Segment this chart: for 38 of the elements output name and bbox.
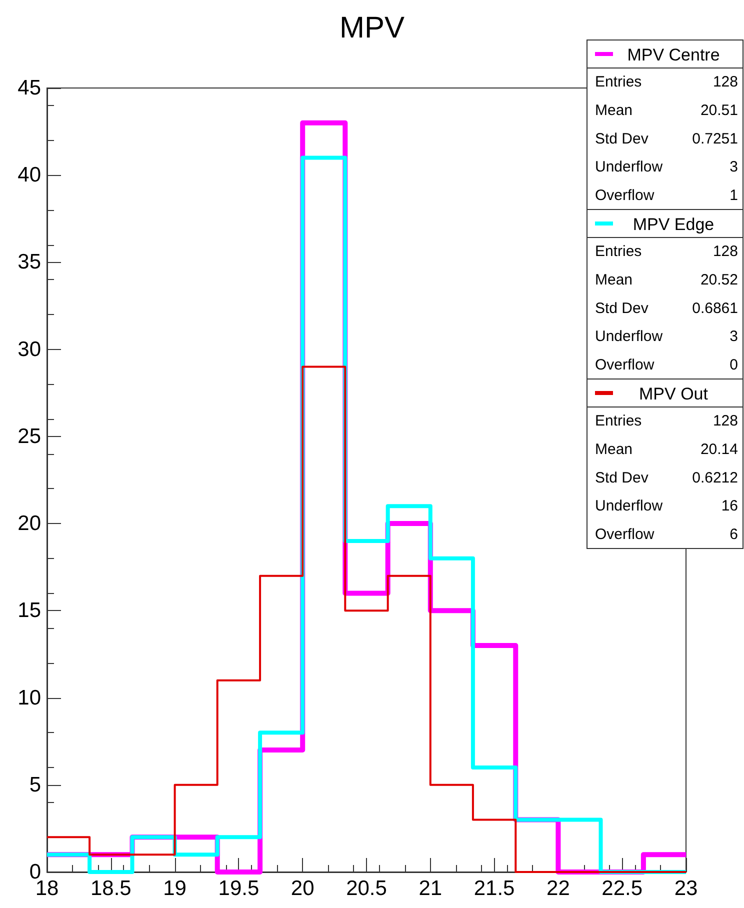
text: Overflow 1 [595, 186, 738, 204]
y-tick-label: 25 [18, 424, 41, 448]
x-tick-label: 22 [546, 877, 570, 900]
x-tick-label: 20 [290, 877, 314, 900]
text: Underflow 16 [595, 498, 738, 515]
chart-title: MPV [339, 12, 405, 44]
text: Overflow 6 [595, 526, 738, 543]
y-tick-label: 5 [29, 773, 41, 796]
x-tick-label: 23 [674, 877, 698, 900]
x-tick-label: 18.5 [90, 877, 132, 900]
text: Std Dev 0.7251 [595, 130, 738, 148]
y-tick-label: 45 [18, 76, 41, 100]
x-tick-label: 19.5 [218, 877, 260, 900]
y-tick-label: 20 [18, 512, 41, 536]
text: Entries 128 [595, 243, 738, 260]
legend-label: MPV Edge [632, 215, 714, 234]
x-tick-label: 20.5 [346, 877, 387, 900]
x-tick-label: 21.5 [474, 877, 515, 900]
text: Std Dev 0.6212 [595, 469, 738, 486]
legend-label: MPV Out [639, 384, 708, 404]
y-tick-label: 30 [18, 338, 41, 361]
y-tick-label: 15 [18, 599, 41, 622]
text: Std Dev 0.6861 [595, 300, 738, 317]
text: Entries 128 [595, 412, 738, 430]
text: Mean 20.52 [595, 271, 738, 288]
y-tick-label: 40 [18, 164, 41, 187]
y-tick-label: 35 [18, 250, 41, 274]
text: Mean 20.14 [595, 440, 738, 458]
text: Overflow 0 [595, 356, 738, 374]
legend-label: MPV Centre [627, 46, 720, 64]
x-tick-label: 22.5 [602, 877, 643, 900]
text: Mean 20.51 [595, 102, 738, 119]
text: Underflow 3 [595, 158, 738, 176]
x-tick-label: 21 [418, 877, 442, 900]
text: Underflow 3 [595, 328, 738, 346]
y-tick-label: 10 [18, 686, 41, 710]
text: Entries 128 [595, 74, 738, 91]
x-tick-label: 19 [163, 877, 186, 900]
